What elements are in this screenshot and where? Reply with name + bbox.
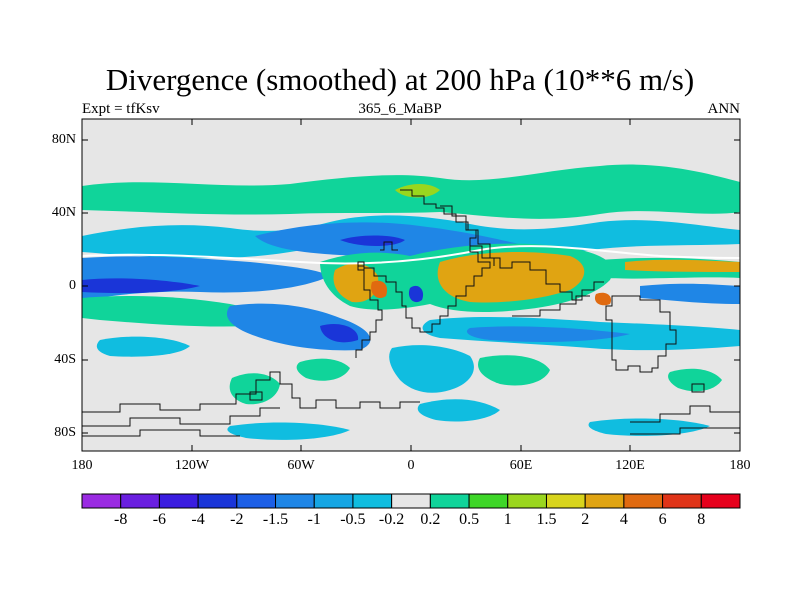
- antarctica-outline: [82, 371, 420, 413]
- lat-label-equator: 0: [69, 278, 76, 293]
- colorbar-swatch: [429, 493, 470, 509]
- colorbar-label: -1: [307, 511, 321, 528]
- orange-tropics-east: [625, 259, 740, 272]
- dark-blue-tropics-west: [82, 278, 200, 294]
- colorbar-swatch: [507, 493, 547, 509]
- australia-outline: [605, 295, 677, 373]
- axis-ticks: [81, 119, 741, 451]
- colorbar-label: 6: [658, 511, 667, 528]
- green-south-pacific: [229, 373, 280, 405]
- lon-label-0: 0: [407, 458, 415, 473]
- lon-label-180w: 180: [71, 458, 93, 473]
- antarctica-east-2: [630, 427, 740, 435]
- antarctica-east-outline: [630, 405, 740, 423]
- colorbar-swatch: [584, 493, 625, 509]
- yellow-north: [395, 184, 440, 198]
- red-africa: [371, 280, 388, 299]
- greenland-outline: [380, 241, 398, 251]
- colorbar-swatch: [352, 493, 393, 509]
- colorbar-swatch: [120, 493, 160, 509]
- blue-tropics-east: [640, 283, 740, 304]
- colorbar-label: 0.5: [459, 511, 480, 528]
- cyan-south-pacific: [96, 336, 190, 357]
- green-band-south-west: [82, 296, 261, 327]
- green-southern-ocean-east: [668, 368, 722, 392]
- colorbar-label: -0.5: [340, 511, 366, 528]
- lat-label-40s: 40S: [54, 352, 76, 367]
- colorbar-swatch: [623, 493, 664, 509]
- eurasia-outline: [440, 205, 604, 301]
- antarctica-coast-3: [82, 429, 240, 437]
- pacific-islands: [691, 383, 705, 393]
- lat-label-80s: 80S: [54, 425, 76, 440]
- colorbar-swatch: [158, 493, 199, 509]
- green-south-atlantic: [296, 358, 350, 381]
- lon-label-120w: 120W: [174, 458, 210, 473]
- colorbar-swatch: [81, 493, 122, 509]
- africa-outline: [357, 189, 491, 333]
- colorbar-label: -1.5: [262, 511, 289, 528]
- season-label: ANN: [707, 101, 741, 117]
- lon-label-60w: 60W: [287, 458, 315, 473]
- colorbar-label: 1: [503, 511, 512, 528]
- colorbar-label: -8: [114, 511, 128, 528]
- blue-africa: [408, 285, 424, 303]
- cyan-south-america: [389, 345, 474, 393]
- orange-indian: [437, 252, 585, 303]
- green-south-indian: [478, 355, 550, 386]
- divergence-field: [82, 119, 740, 451]
- south-pacific-island: [249, 391, 263, 401]
- experiment-label: Expt = tfKsv: [82, 101, 160, 117]
- orange-east-asia: [594, 292, 612, 306]
- blue-band-south-east: [466, 326, 630, 342]
- dark-blue-north: [340, 235, 405, 246]
- colorbar-label: -2: [230, 511, 244, 528]
- colorbar-label: 2: [581, 511, 590, 528]
- colorbar-label: 1.5: [536, 511, 557, 528]
- lon-label-180e: 180: [729, 458, 751, 473]
- lon-label-120e: 120E: [615, 458, 645, 473]
- colorbar-swatch: [197, 493, 238, 509]
- south-america-outline: [355, 265, 383, 358]
- colorbar-label: -4: [191, 511, 205, 528]
- cyan-southern-ocean-west: [227, 422, 350, 440]
- lon-label-60e: 60E: [509, 458, 533, 473]
- colorbar: [81, 493, 741, 509]
- colorbar-swatch: [236, 493, 277, 509]
- zero-contour: [82, 245, 740, 265]
- antarctica-coast-2: [82, 407, 280, 427]
- colorbar-label: -0.2: [378, 511, 405, 528]
- colorbar-label: 0.2: [420, 511, 441, 528]
- map-title: Divergence (smoothed) at 200 hPa (10**6 …: [105, 62, 695, 97]
- cyan-southern-ocean: [417, 399, 500, 422]
- lat-label-80n: 80N: [51, 132, 76, 147]
- arabia-outline: [470, 245, 495, 266]
- colorbar-swatch: [313, 493, 354, 509]
- colorbar-swatch: [468, 493, 509, 509]
- colorbar-label: 4: [619, 511, 628, 528]
- orange-africa: [333, 263, 379, 303]
- coastlines: [82, 189, 740, 437]
- southeast-asia-outline: [512, 295, 590, 317]
- period-label: 365_6_MaBP: [358, 101, 442, 117]
- colorbar-label: 8: [697, 511, 706, 528]
- colorbar-swatch: [275, 493, 315, 509]
- dark-blue-south: [320, 323, 359, 343]
- colorbar-swatch: [391, 493, 431, 509]
- lat-label-40n: 40N: [51, 205, 76, 220]
- colorbar-swatch: [545, 493, 586, 509]
- colorbar-swatch: [700, 493, 741, 509]
- colorbar-label: -6: [152, 511, 167, 528]
- colorbar-swatch: [662, 493, 702, 509]
